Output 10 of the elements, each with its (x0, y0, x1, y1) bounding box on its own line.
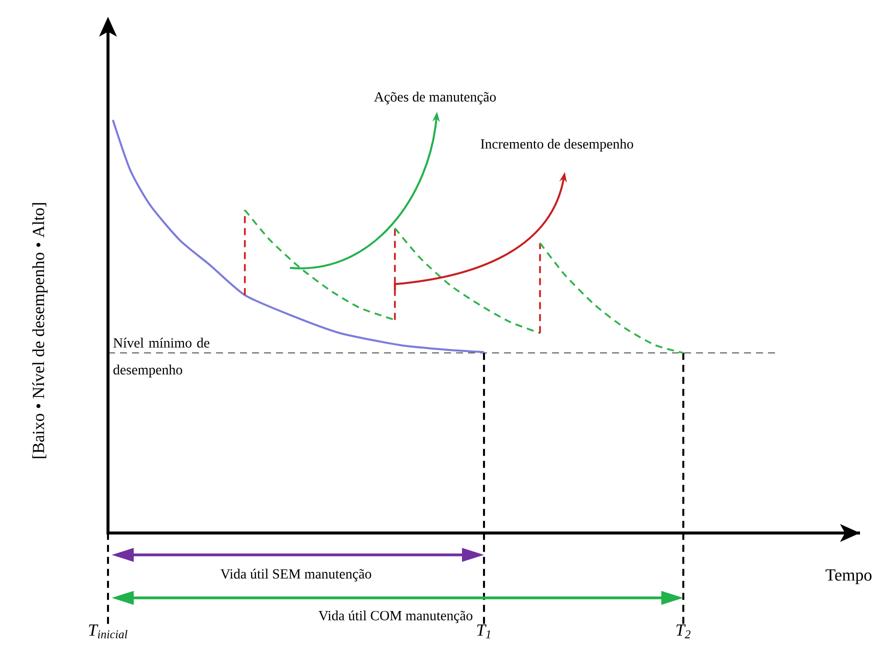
y-axis-title: [Baixo • Nível de desempenho • Alto] (32, 203, 48, 458)
text: Vida útil SEM manutenção (220, 568, 372, 582)
text: Vida útil COM manutenção (318, 610, 472, 624)
x-tick-label: T$_{1}$ (477, 624, 490, 638)
x-tick-label: T$_{inicial}$ (89, 624, 128, 638)
text: Ações de manutenção (374, 92, 496, 104)
annotation: Incremento de desempenho (480, 138, 634, 152)
text: Nível mínimo de desempenho (113, 338, 210, 378)
x-axis-title: Tempo (826, 569, 872, 584)
x-tick-label: T$_{2}$ (676, 624, 690, 638)
